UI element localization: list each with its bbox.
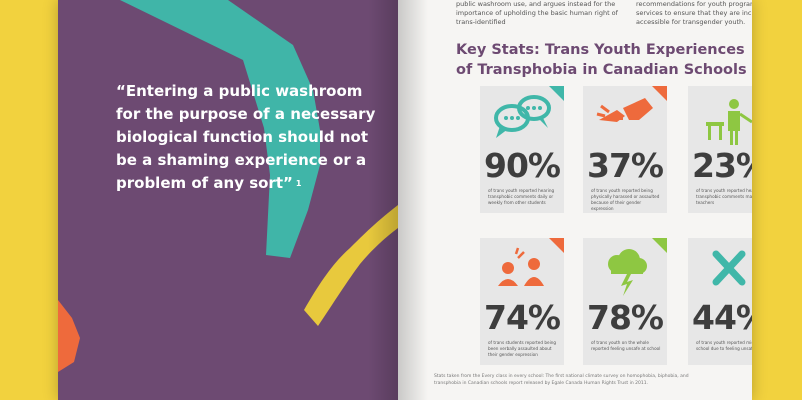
heading-line1: Key Stats: Trans Youth Experiences <box>456 42 745 58</box>
quote-footnote-ref: 1 <box>295 179 302 188</box>
corner-accent <box>549 86 564 101</box>
shouting-people-icon <box>498 247 544 286</box>
footnote-line2: transphobia in Canadian schools report r… <box>434 380 649 386</box>
top-text-col1: public washroom use, and argues instead … <box>456 0 618 26</box>
corner-accent <box>652 238 667 253</box>
stat-card-1: 90% of trans youth reported hearing tran… <box>480 86 564 213</box>
stat-card-2: 37% of trans youth reported being physic… <box>583 86 667 213</box>
stat-card-6: 44% of trans youth reported missing scho… <box>688 238 752 365</box>
stat-card-5: 78% of trans youth on the whole reported… <box>583 238 667 365</box>
right-page: public washroom use, and argues instead … <box>398 0 752 400</box>
footnote-line1: Stats taken from the Every class in ever… <box>434 374 689 379</box>
booklet-spread: “Entering a public washroom for the purp… <box>58 0 752 400</box>
stats-heading: Key Stats: Trans Youth Experiences of Tr… <box>456 40 747 80</box>
stat-description: of trans students reported being been ve… <box>488 340 557 357</box>
left-page: “Entering a public washroom for the purp… <box>58 0 398 400</box>
stat-card-3: 23% of trans youth reported hearing tran… <box>688 86 752 213</box>
speech-bubbles-icon <box>494 95 551 138</box>
heading-line2: of Transphobia in Canadian Schools <box>456 62 747 78</box>
stat-percent: 23% <box>692 146 752 185</box>
yellow-ribbon <box>304 205 398 326</box>
corner-accent <box>549 238 564 253</box>
stat-percent: 78% <box>587 298 664 337</box>
storm-cloud-icon <box>608 249 647 296</box>
pull-quote: “Entering a public washroom for the purp… <box>116 80 386 195</box>
stat-percent: 44% <box>692 298 752 337</box>
x-mark-icon <box>712 250 746 286</box>
corner-accent <box>652 86 667 101</box>
stat-card-4: 74% of trans students reported being bee… <box>480 238 564 365</box>
footnote: Stats taken from the Every class in ever… <box>434 374 734 387</box>
stat-description: of trans youth reported hearing transpho… <box>696 188 752 205</box>
stat-description: of trans youth reported missing school d… <box>696 340 752 351</box>
orange-shape <box>58 300 80 372</box>
abstract-shapes <box>58 0 398 372</box>
stat-percent: 74% <box>484 298 561 337</box>
stat-description: of trans youth on the whole reported fee… <box>591 340 661 351</box>
grabbing-hand-icon <box>596 98 653 122</box>
quote-text: “Entering a public washroom for the purp… <box>116 82 376 192</box>
stat-percent: 90% <box>484 146 561 185</box>
teal-shape <box>120 0 320 258</box>
top-text-col2: recommendations for youth programs and s… <box>636 0 752 26</box>
stat-description: of trans youth reported being physically… <box>591 188 660 211</box>
teacher-at-desk-icon <box>706 99 752 145</box>
stat-percent: 37% <box>587 146 664 185</box>
stat-description: of trans youth reported hearing transpho… <box>488 188 555 205</box>
